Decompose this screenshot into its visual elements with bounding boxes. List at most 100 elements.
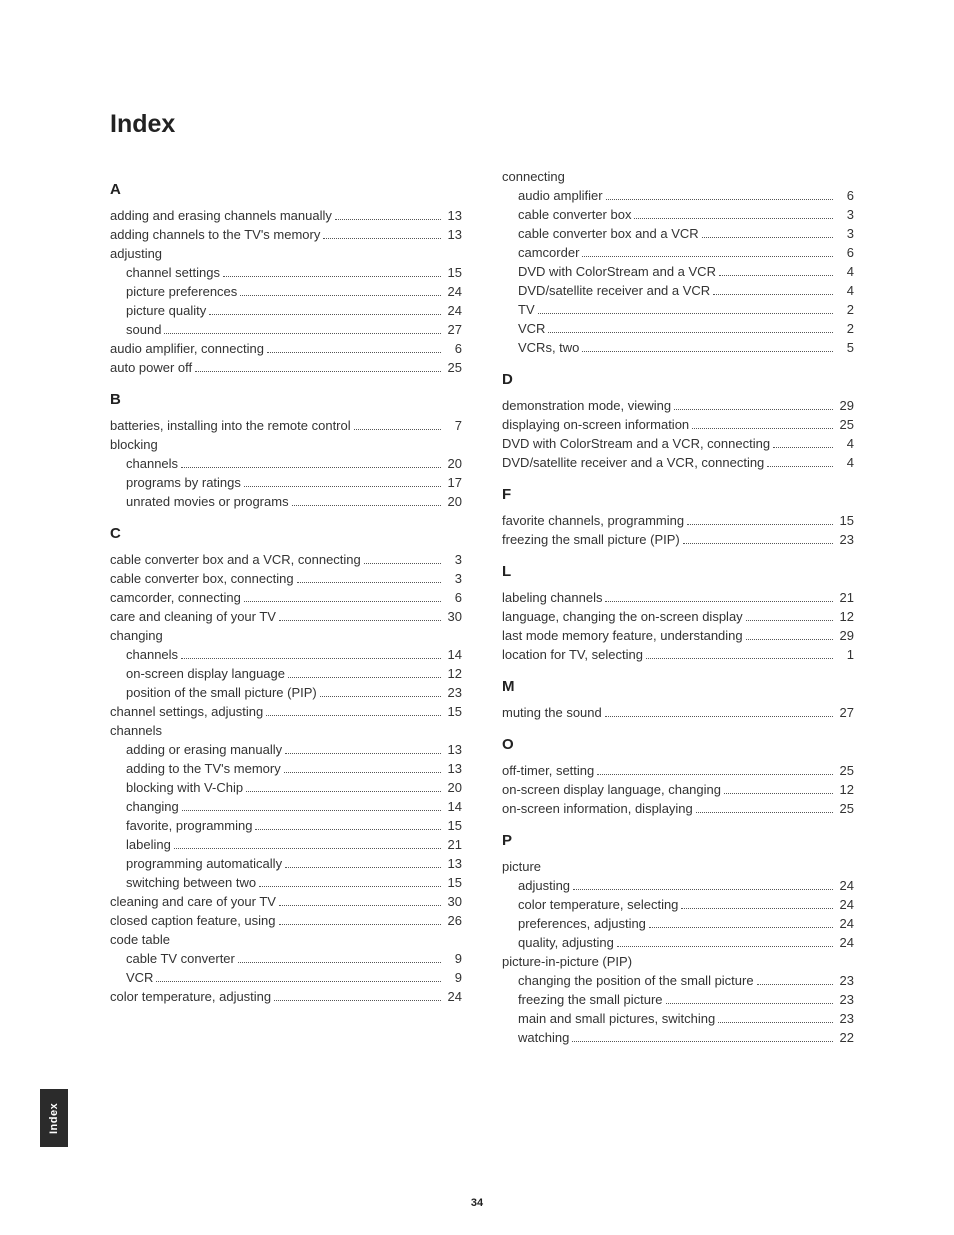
index-entry-page: 3	[836, 224, 854, 243]
index-entry-page: 13	[444, 759, 462, 778]
leader-dots	[674, 409, 833, 410]
index-entry-page: 14	[444, 797, 462, 816]
index-entry-page: 20	[444, 778, 462, 797]
leader-dots	[605, 716, 833, 717]
index-letter: B	[110, 391, 462, 408]
index-entry-label: DVD/satellite receiver and a VCR, connec…	[502, 453, 764, 472]
index-letter: P	[502, 832, 854, 849]
leader-dots	[259, 886, 441, 887]
index-entry-label: last mode memory feature, understanding	[502, 626, 743, 645]
index-entry-label: cable converter box	[518, 205, 631, 224]
index-entry-label: care and cleaning of your TV	[110, 607, 276, 626]
leader-dots	[773, 447, 833, 448]
leader-dots	[288, 677, 441, 678]
index-entry-label: DVD with ColorStream and a VCR	[518, 262, 716, 281]
index-entry-label: channels	[126, 454, 178, 473]
leader-dots	[666, 1003, 833, 1004]
index-entry-page: 20	[444, 454, 462, 473]
index-entry-label: color temperature, selecting	[518, 895, 678, 914]
index-entry: VCR9	[110, 968, 462, 987]
index-entry-page: 24	[836, 876, 854, 895]
index-entry: picture	[502, 857, 854, 876]
index-entry-label: channels	[110, 721, 162, 740]
index-entry-page: 3	[444, 550, 462, 569]
leader-dots	[617, 946, 833, 947]
index-entry-label: channel settings	[126, 263, 220, 282]
index-entry-label: adding or erasing manually	[126, 740, 282, 759]
leader-dots	[223, 276, 441, 277]
leader-dots	[605, 601, 833, 602]
index-entry: audio amplifier6	[502, 186, 854, 205]
index-entry-label: channels	[126, 645, 178, 664]
index-entry: connecting	[502, 167, 854, 186]
page-title: Index	[110, 110, 854, 139]
index-entry-label: blocking	[110, 435, 158, 454]
index-entry-label: adjusting	[110, 244, 162, 263]
index-entry: demonstration mode, viewing29	[502, 396, 854, 415]
index-entry-label: VCR	[518, 319, 545, 338]
index-entry: cable TV converter9	[110, 949, 462, 968]
index-entry-page: 23	[836, 971, 854, 990]
leader-dots	[285, 753, 441, 754]
index-entry: color temperature, adjusting24	[110, 987, 462, 1006]
index-entry-label: adding to the TV's memory	[126, 759, 281, 778]
index-entry: adding and erasing channels manually13	[110, 206, 462, 225]
index-entry-label: VCRs, two	[518, 338, 579, 357]
index-entry-page: 24	[444, 282, 462, 301]
index-entry: programming automatically13	[110, 854, 462, 873]
index-entry: TV2	[502, 300, 854, 319]
index-entry-label: picture quality	[126, 301, 206, 320]
index-entry: adding channels to the TV's memory13	[110, 225, 462, 244]
leader-dots	[181, 658, 441, 659]
leader-dots	[746, 620, 833, 621]
index-entry-label: cable converter box and a VCR, connectin…	[110, 550, 361, 569]
leader-dots	[702, 237, 833, 238]
leader-dots	[681, 908, 833, 909]
index-entry-label: closed caption feature, using	[110, 911, 276, 930]
index-entry: blocking with V-Chip20	[110, 778, 462, 797]
leader-dots	[696, 812, 833, 813]
index-entry-label: camcorder, connecting	[110, 588, 241, 607]
index-entry-label: picture-in-picture (PIP)	[502, 952, 632, 971]
index-entry-page: 20	[444, 492, 462, 511]
index-entry: batteries, installing into the remote co…	[110, 416, 462, 435]
leader-dots	[292, 505, 441, 506]
leader-dots	[284, 772, 441, 773]
index-entry-page: 29	[836, 626, 854, 645]
index-entry-page: 25	[836, 415, 854, 434]
index-entry-label: TV	[518, 300, 535, 319]
leader-dots	[335, 219, 441, 220]
index-entry: cable converter box3	[502, 205, 854, 224]
leader-dots	[573, 889, 833, 890]
index-entry-page: 14	[444, 645, 462, 664]
index-entry-page: 9	[444, 949, 462, 968]
index-entry-page: 17	[444, 473, 462, 492]
index-entry: closed caption feature, using26	[110, 911, 462, 930]
index-entry: audio amplifier, connecting6	[110, 339, 462, 358]
index-letter: A	[110, 181, 462, 198]
index-entry-label: labeling	[126, 835, 171, 854]
leader-dots	[320, 696, 441, 697]
index-entry: auto power off25	[110, 358, 462, 377]
leader-dots	[246, 791, 441, 792]
index-entry-page: 6	[836, 186, 854, 205]
index-entry: picture-in-picture (PIP)	[502, 952, 854, 971]
index-entry: changing	[110, 626, 462, 645]
index-entry-page: 15	[444, 873, 462, 892]
index-entry: channels	[110, 721, 462, 740]
leader-dots	[538, 313, 833, 314]
index-entry: programs by ratings17	[110, 473, 462, 492]
leader-dots	[597, 774, 833, 775]
index-entry-page: 12	[836, 780, 854, 799]
index-entry-page: 4	[836, 453, 854, 472]
index-entry-label: cable converter box, connecting	[110, 569, 294, 588]
index-entry-page: 25	[836, 799, 854, 818]
index-entry-page: 24	[836, 914, 854, 933]
index-entry: preferences, adjusting24	[502, 914, 854, 933]
leader-dots	[164, 333, 441, 334]
index-entry-label: position of the small picture (PIP)	[126, 683, 317, 702]
index-entry-label: camcorder	[518, 243, 579, 262]
index-entry: picture quality24	[110, 301, 462, 320]
index-letter: M	[502, 678, 854, 695]
leader-dots	[354, 429, 441, 430]
